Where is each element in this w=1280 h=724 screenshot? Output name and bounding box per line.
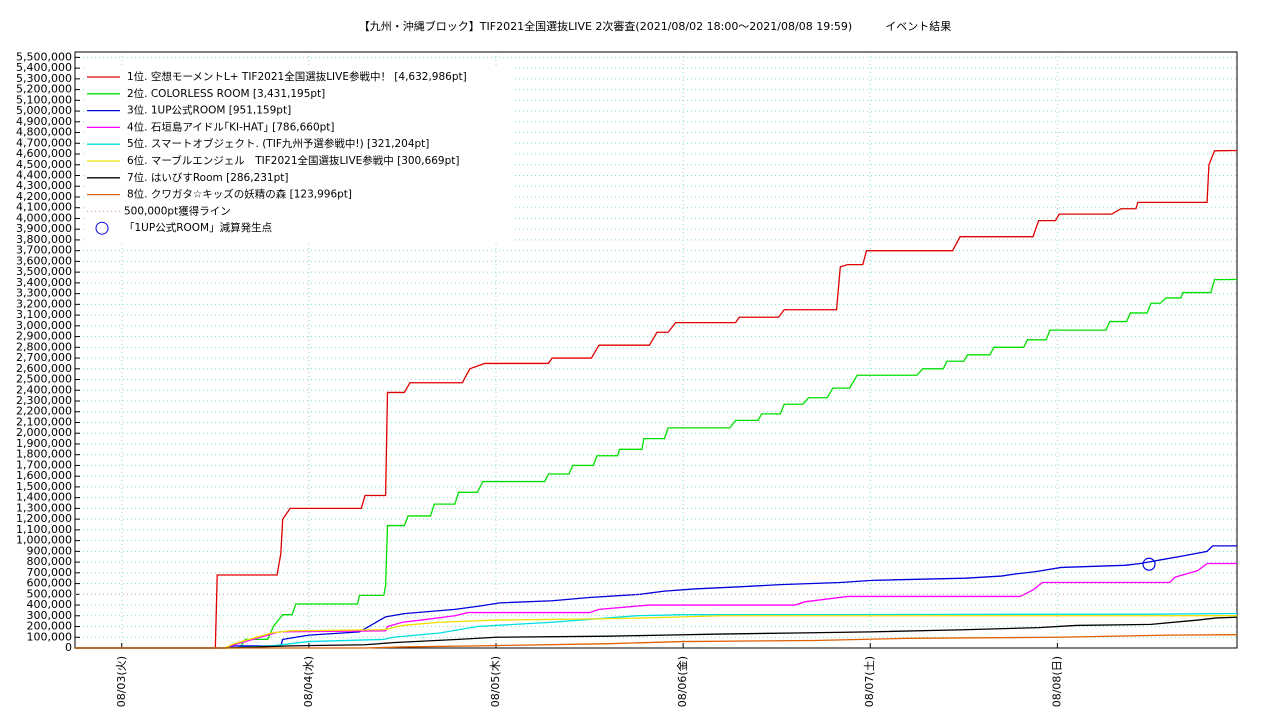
series-line xyxy=(75,634,1238,649)
x-tick-label: 08/04(水) xyxy=(302,656,315,707)
y-tick-label: 2,500,000 xyxy=(16,373,72,386)
y-tick-label: 3,500,000 xyxy=(16,265,72,278)
y-tick-label: 200,000 xyxy=(27,620,73,633)
y-tick-label: 2,400,000 xyxy=(16,383,72,396)
series-line xyxy=(75,612,1238,649)
series-line xyxy=(75,545,1237,649)
series-line xyxy=(75,616,1238,649)
y-tick-label: 1,000,000 xyxy=(16,534,72,547)
y-tick-label: 1,200,000 xyxy=(16,512,72,525)
y-tick-label: 1,800,000 xyxy=(16,448,72,461)
y-tick-label: 0 xyxy=(65,641,72,654)
y-tick-label: 3,600,000 xyxy=(16,254,72,267)
legend-box xyxy=(84,66,514,242)
y-tick-label: 3,400,000 xyxy=(16,276,72,289)
y-tick-label: 2,700,000 xyxy=(16,351,72,364)
series-line xyxy=(75,149,1238,649)
y-tick-label: 2,300,000 xyxy=(16,394,72,407)
y-tick-label: 4,800,000 xyxy=(16,126,72,139)
legend-label: 8位. クワガタ☆キッズの妖精の森 [123,996pt] xyxy=(127,188,352,201)
y-tick-label: 4,300,000 xyxy=(16,179,72,192)
y-tick-label: 3,800,000 xyxy=(16,233,72,246)
series-line xyxy=(75,615,1238,649)
legend-label: 1位. 空想モーメントL+ TIF2021全国選抜LIVE参戦中！ [4,632… xyxy=(127,70,467,83)
y-tick-label: 4,600,000 xyxy=(16,147,72,160)
y-tick-label: 2,200,000 xyxy=(16,405,72,418)
series-line xyxy=(75,562,1237,649)
y-tick-label: 4,500,000 xyxy=(16,158,72,171)
y-tick-label: 100,000 xyxy=(27,630,73,643)
y-tick-label: 1,500,000 xyxy=(16,480,72,493)
y-tick-label: 300,000 xyxy=(27,609,73,622)
legend-label: 6位. マーブルエンジェル TIF2021全国選抜LIVE参戦中 [300,66… xyxy=(127,154,460,167)
legend-label: 「1UP公式ROOM」減算発生点 xyxy=(124,221,272,234)
y-tick-label: 3,100,000 xyxy=(16,308,72,321)
y-tick-label: 2,900,000 xyxy=(16,330,72,343)
y-tick-label: 2,100,000 xyxy=(16,415,72,428)
legend-marker xyxy=(95,221,109,235)
y-tick-label: 1,600,000 xyxy=(16,469,72,482)
y-tick-label: 1,900,000 xyxy=(16,437,72,450)
y-tick-label: 4,200,000 xyxy=(16,190,72,203)
y-tick-label: 1,700,000 xyxy=(16,458,72,471)
y-tick-label: 4,400,000 xyxy=(16,168,72,181)
y-tick-label: 700,000 xyxy=(27,566,73,579)
y-tick-label: 3,200,000 xyxy=(16,297,72,310)
y-tick-label: 4,900,000 xyxy=(16,115,72,128)
y-tick-label: 5,000,000 xyxy=(16,104,72,117)
legend-label: 5位. スマートオブジェクト. (TIF九州予選参戦中!) [321,204pt… xyxy=(127,137,429,150)
y-tick-label: 900,000 xyxy=(27,544,73,557)
y-tick-label: 4,100,000 xyxy=(16,201,72,214)
y-tick-label: 5,400,000 xyxy=(16,61,72,74)
y-tick-label: 3,300,000 xyxy=(16,287,72,300)
y-tick-label: 2,800,000 xyxy=(16,340,72,353)
x-tick-label: 08/06(金) xyxy=(675,656,689,707)
legend-label: 500,000pt獲得ライン xyxy=(124,204,231,217)
y-tick-label: 3,900,000 xyxy=(16,222,72,235)
x-tick-label: 08/03(火) xyxy=(115,656,128,707)
y-tick-label: 5,100,000 xyxy=(16,93,72,106)
y-tick-label: 3,000,000 xyxy=(16,319,72,332)
plot-frame xyxy=(74,51,1238,649)
y-tick-label: 5,500,000 xyxy=(16,50,72,63)
y-tick-label: 400,000 xyxy=(27,598,73,611)
y-tick-label: 1,300,000 xyxy=(16,501,72,514)
y-tick-label: 4,000,000 xyxy=(16,211,72,224)
y-tick-label: 3,700,000 xyxy=(16,244,72,257)
y-tick-label: 600,000 xyxy=(27,577,73,590)
x-tick-label: 08/07(土) xyxy=(863,656,876,707)
x-tick-label: 08/08(日) xyxy=(1050,656,1063,707)
y-tick-label: 2,600,000 xyxy=(16,362,72,375)
marker xyxy=(1142,557,1156,571)
y-tick-label: 500,000 xyxy=(27,587,73,600)
y-tick-label: 4,700,000 xyxy=(16,136,72,149)
y-tick-label: 800,000 xyxy=(27,555,73,568)
x-tick-label: 08/05(木) xyxy=(489,656,502,707)
y-tick-label: 2,000,000 xyxy=(16,426,72,439)
series-line xyxy=(75,278,1238,649)
y-tick-label: 1,400,000 xyxy=(16,491,72,504)
y-tick-label: 1,100,000 xyxy=(16,523,72,536)
chart-title: 【九州・沖縄ブロック】TIF2021全国選抜LIVE 2次審査(2021/08/… xyxy=(359,19,951,33)
y-tick-label: 5,300,000 xyxy=(16,72,72,85)
legend-label: 7位. はいびすRoom [286,231pt] xyxy=(127,171,289,184)
legend-label: 3位. 1UP公式ROOM [951,159pt] xyxy=(127,104,291,117)
y-tick-label: 5,200,000 xyxy=(16,83,72,96)
legend-label: 2位. COLORLESS ROOM [3,431,195pt] xyxy=(127,87,325,100)
legend-label: 4位. 石垣島アイドル｢KI-HAT｣ [786,660pt] xyxy=(127,120,335,133)
